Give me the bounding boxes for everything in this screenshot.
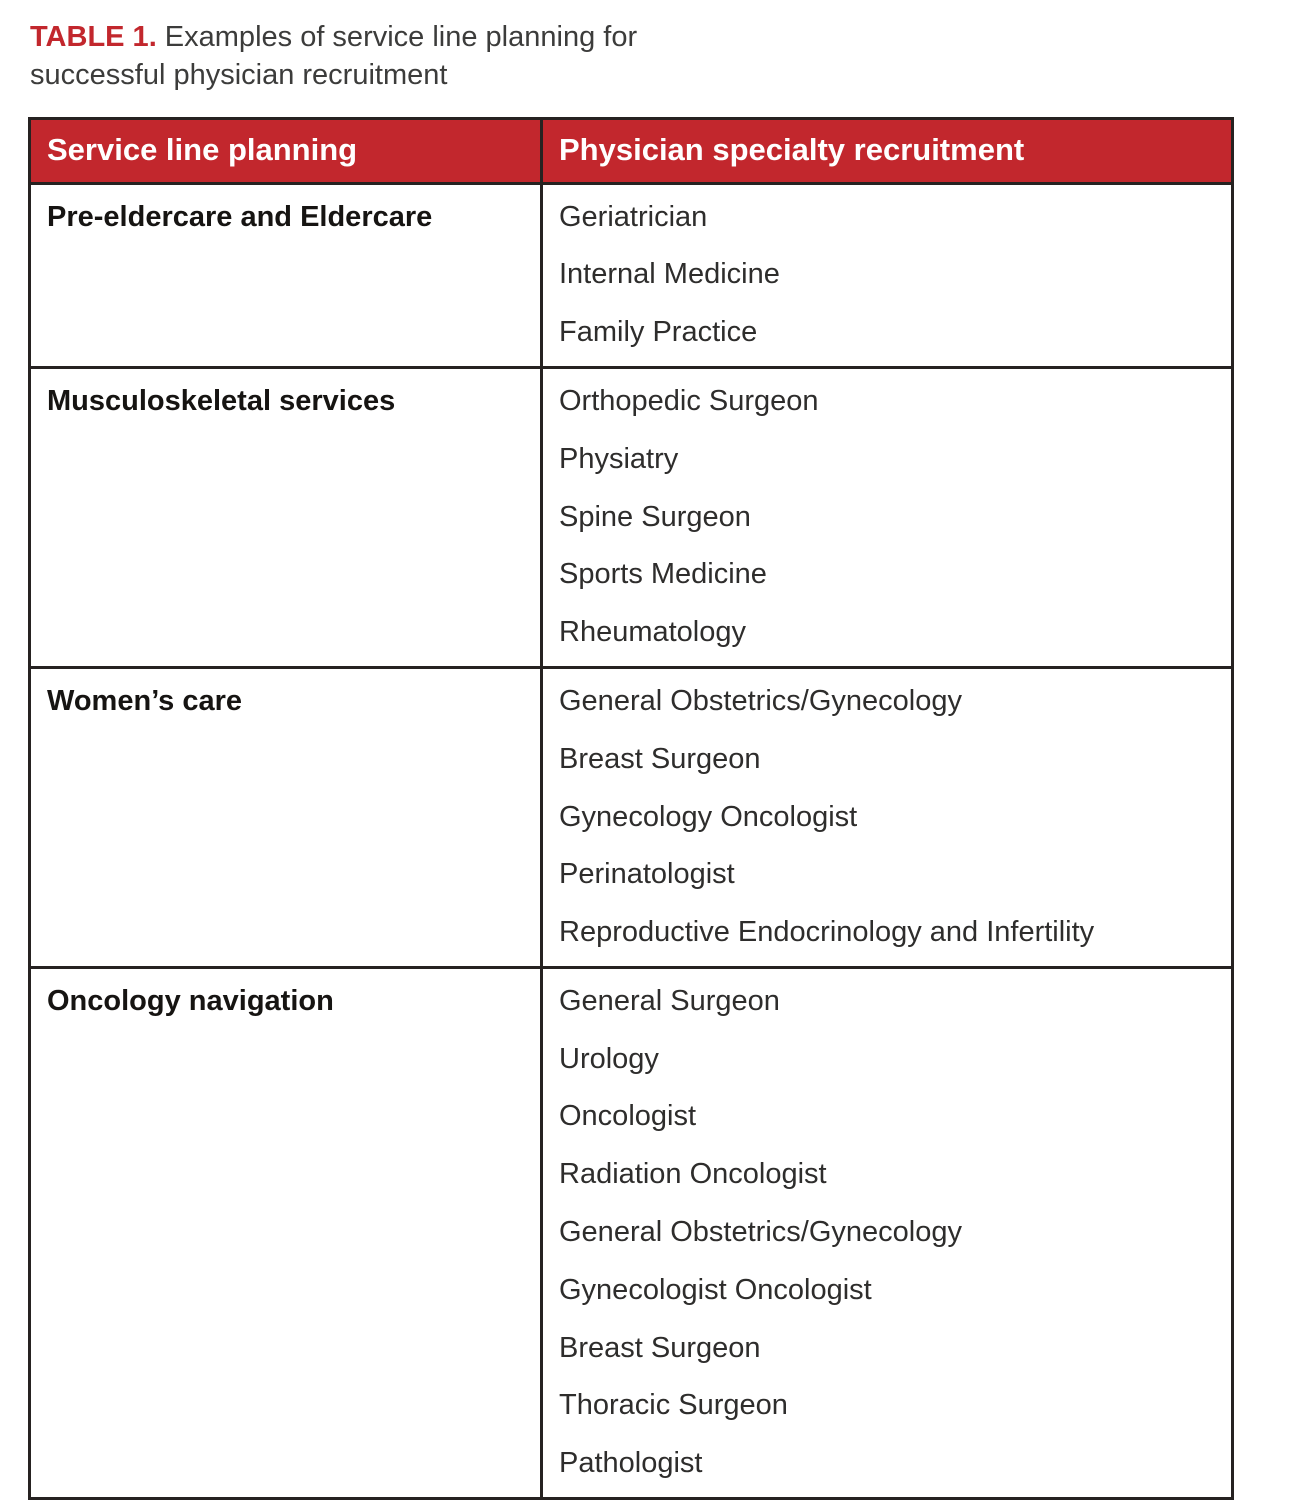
specialty-item: Spine Surgeon <box>559 500 751 533</box>
header-row: Service line planning Physician specialt… <box>28 116 1234 185</box>
service-line-cell: Women’s care <box>28 665 543 969</box>
specialty-item: Breast Surgeon <box>559 742 761 775</box>
table-row-pre-eldercare: Pre-eldercare and Eldercare Geriatrician… <box>28 181 1234 369</box>
table-row-oncology-navigation: Oncology navigation General Surgeon Urol… <box>28 965 1234 1500</box>
specialty-item: Reproductive Endocrinology and Infertili… <box>559 916 1095 949</box>
specialty-item: Internal Medicine <box>559 258 780 291</box>
specialty-item: Oncologist <box>559 1100 697 1133</box>
service-line-table: Service line planning Physician specialt… <box>28 116 1234 1500</box>
specialties-cell: Orthopedic Surgeon Physiatry Spine Surge… <box>540 365 1234 669</box>
table-caption-text: Examples of service line planning for su… <box>30 21 638 92</box>
column-header-service-line-planning: Service line planning <box>28 116 543 185</box>
specialty-item: Orthopedic Surgeon <box>559 384 819 417</box>
service-line-cell: Musculoskeletal services <box>28 365 543 669</box>
specialty-item: Geriatrician <box>559 200 708 233</box>
table-body: Pre-eldercare and Eldercare Geriatrician… <box>28 181 1234 1500</box>
specialty-item: Sports Medicine <box>559 558 767 591</box>
table-header: Service line planning Physician specialt… <box>28 116 1234 185</box>
specialty-item: Thoracic Surgeon <box>559 1389 788 1422</box>
specialty-item: Perinatologist <box>559 858 735 891</box>
specialty-item: General Obstetrics/Gynecology <box>559 1216 962 1249</box>
table-row-womens-care: Women’s care General Obstetrics/Gynecolo… <box>28 665 1234 969</box>
table-caption-label: TABLE 1. <box>30 21 157 53</box>
specialty-item: Radiation Oncologist <box>559 1158 827 1191</box>
specialty-item: Urology <box>559 1042 659 1075</box>
specialties-cell: Geriatrician Internal Medicine Family Pr… <box>540 181 1234 369</box>
service-line-cell: Pre-eldercare and Eldercare <box>28 181 543 369</box>
specialty-item: Breast Surgeon <box>559 1331 761 1364</box>
specialties-cell: General Surgeon Urology Oncologist Radia… <box>540 965 1234 1500</box>
table-caption: TABLE 1. Examples of service line planni… <box>30 18 780 95</box>
service-line-cell: Oncology navigation <box>28 965 543 1500</box>
specialty-item: General Obstetrics/Gynecology <box>559 684 962 717</box>
specialty-item: Rheumatology <box>559 616 746 649</box>
column-header-physician-specialty-recruitment: Physician specialty recruitment <box>540 116 1234 185</box>
specialties-cell: General Obstetrics/Gynecology Breast Sur… <box>540 665 1234 969</box>
specialty-item: Pathologist <box>559 1447 703 1480</box>
specialty-item: Gynecologist Oncologist <box>559 1273 872 1306</box>
specialty-item: General Surgeon <box>559 984 780 1017</box>
specialty-item: Family Practice <box>559 316 758 349</box>
specialty-item: Physiatry <box>559 442 679 475</box>
table-row-musculoskeletal: Musculoskeletal services Orthopedic Surg… <box>28 365 1234 669</box>
specialty-item: Gynecology Oncologist <box>559 800 858 833</box>
